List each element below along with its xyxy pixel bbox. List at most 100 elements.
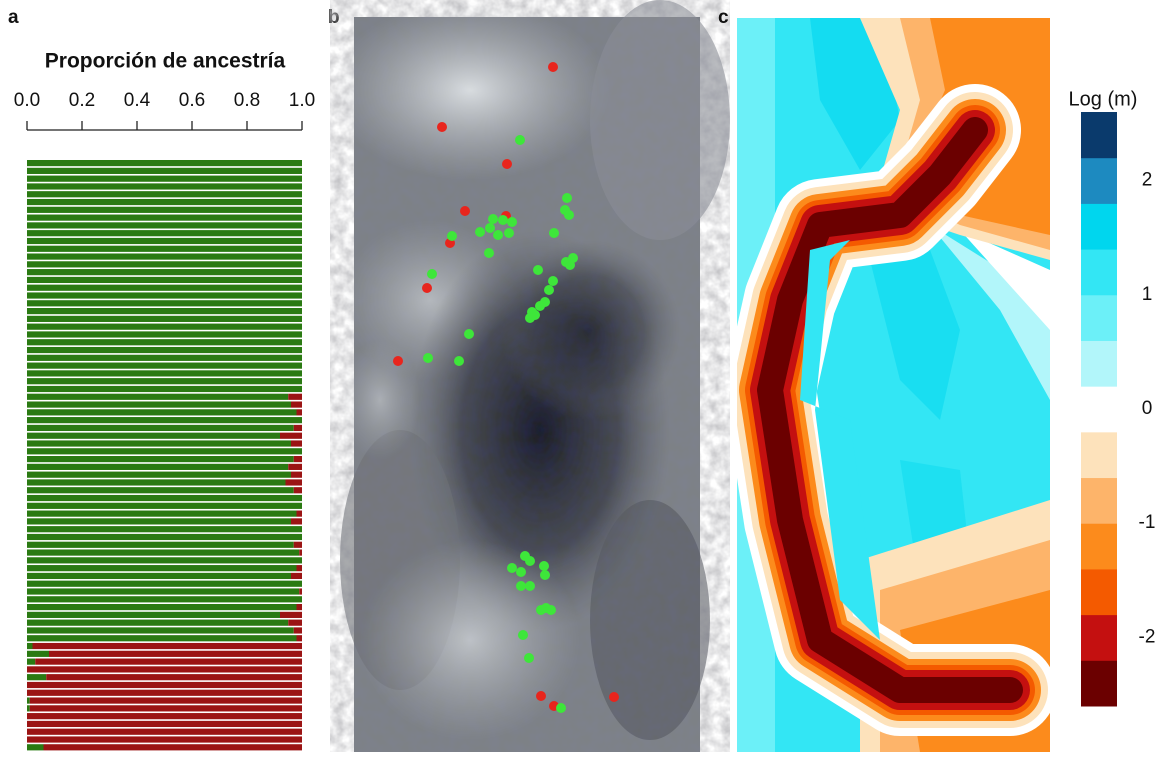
colorbar-title: Log (m) <box>1069 88 1138 110</box>
bar-segment <box>27 230 302 236</box>
bar-segment <box>27 347 302 353</box>
bar-segment <box>291 573 302 579</box>
bar-segment <box>27 386 302 392</box>
site-point <box>423 353 433 363</box>
x-tick-label: 0.6 <box>179 90 205 111</box>
site-point <box>460 206 470 216</box>
bar-segment <box>27 495 302 501</box>
bar-segment <box>27 690 302 696</box>
bar-segment <box>297 565 303 571</box>
bar-segment <box>299 549 302 555</box>
site-point <box>427 269 437 279</box>
bar-segment <box>49 651 302 657</box>
bar-segment <box>27 588 299 594</box>
bar-segment <box>27 417 302 423</box>
bar-segment <box>27 666 302 672</box>
bar-segment <box>27 674 46 680</box>
bar-segment <box>27 316 302 322</box>
color-band <box>1081 203 1117 249</box>
bar-segment <box>27 191 302 197</box>
site-point <box>546 605 556 615</box>
bar-segment <box>30 697 302 703</box>
bar-segment <box>27 682 302 688</box>
colorbar-tick-label: 1 <box>1142 284 1153 305</box>
bar-segment <box>291 401 302 407</box>
bar-segment <box>27 207 302 213</box>
chart-title: Proporción de ancestría <box>45 50 286 73</box>
bar-segment <box>27 697 30 703</box>
color-band <box>1081 523 1117 569</box>
site-point <box>525 581 535 591</box>
bar-segment <box>27 222 302 228</box>
site-point <box>464 329 474 339</box>
bar-segment <box>44 744 303 750</box>
color-band <box>1081 249 1117 295</box>
bar-segment <box>27 199 302 205</box>
site-point <box>454 356 464 366</box>
colorbar-tick-label: 0 <box>1142 398 1153 419</box>
bar-segment <box>299 588 302 594</box>
bar-segment <box>27 168 302 174</box>
bar-segment <box>33 643 303 649</box>
bar-segment <box>27 324 302 330</box>
site-point <box>484 248 494 258</box>
bar-segment <box>27 331 302 337</box>
site-point <box>447 231 457 241</box>
bar-segment <box>27 729 302 735</box>
site-point <box>516 581 526 591</box>
x-tick-label: 0.0 <box>14 90 40 111</box>
bar-segment <box>27 736 302 742</box>
bar-segment <box>27 503 302 509</box>
bar-segment <box>27 511 297 517</box>
panel-label: c <box>718 7 729 28</box>
bar-segment <box>27 292 302 298</box>
site-point <box>502 159 512 169</box>
bar-segment <box>27 479 286 485</box>
bar-segment <box>27 215 302 221</box>
bar-segment <box>27 487 294 493</box>
bar-segment <box>27 440 291 446</box>
site-point <box>516 567 526 577</box>
site-point <box>437 122 447 132</box>
bar-segment <box>27 277 302 283</box>
bar-segment <box>27 643 33 649</box>
bar-segment <box>27 612 280 618</box>
bar-segment <box>27 176 302 182</box>
site-point <box>564 210 574 220</box>
x-tick-label: 0.2 <box>69 90 95 111</box>
bar-segment <box>288 620 302 626</box>
site-point <box>548 276 558 286</box>
site-point <box>422 283 432 293</box>
bar-segment <box>27 378 302 384</box>
site-point <box>556 703 566 713</box>
bar-segment <box>27 464 288 470</box>
bar-segment <box>27 744 44 750</box>
contour-map <box>737 18 1050 752</box>
colorbar-tick-label: -1 <box>1139 512 1156 533</box>
bar-segment <box>27 300 302 306</box>
bar-segment <box>27 448 302 454</box>
bar-segment <box>280 612 302 618</box>
bar-segment <box>27 394 288 400</box>
bar-segment <box>294 542 302 548</box>
site-point <box>485 223 495 233</box>
site-point <box>540 570 550 580</box>
bar-segment <box>27 635 297 641</box>
site-point <box>525 313 535 323</box>
bar-segment <box>27 425 294 431</box>
bar-segment <box>27 339 302 345</box>
figure: a Proporción de ancestría 0.00.20.40.60.… <box>0 0 1166 755</box>
color-band <box>1081 158 1117 204</box>
site-point <box>493 230 503 240</box>
bar-segment <box>291 518 302 524</box>
bar-segment <box>27 401 291 407</box>
bar-segment <box>27 308 302 314</box>
panel-label: b <box>328 7 340 28</box>
site-point <box>488 214 498 224</box>
site-point <box>549 228 559 238</box>
bar-segment <box>27 238 302 244</box>
color-band <box>1081 660 1117 706</box>
satellite-map <box>330 0 730 752</box>
bar-segment <box>291 472 302 478</box>
